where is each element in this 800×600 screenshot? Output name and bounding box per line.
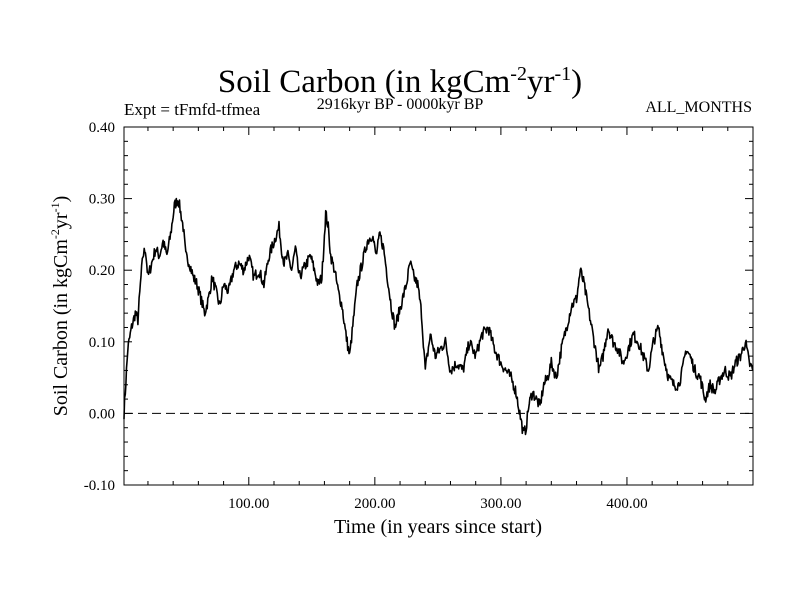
y-axis-label-unit: yr: [50, 212, 72, 229]
y-tick-label: 0.00: [89, 406, 115, 422]
y-tick-label: 0.40: [89, 120, 115, 136]
x-tick-label: 400.00: [606, 496, 647, 512]
y-tick-label: -0.10: [84, 478, 115, 494]
chart-title-close: ): [571, 64, 583, 100]
y-tick-label: 0.10: [89, 335, 115, 351]
axis-ticks: -0.10 0.00 0.10 0.20 0.30 0.40 100.00 200.00 300…: [84, 120, 753, 512]
x-tick-label: 200.00: [354, 496, 395, 512]
y-tick-label: 0.30: [89, 192, 115, 208]
y-axis-label: Soil Carbon (in kgCm-2yr-1): [48, 196, 72, 417]
chart-title-sup-2: -1: [554, 63, 572, 85]
plot-frame: [123, 126, 754, 486]
chart-title-unit: yr: [526, 64, 555, 100]
y-axis-label-text: Soil Carbon (in kgCm: [50, 239, 72, 417]
period-label: 2916kyr BP - 0000kyr BP: [316, 96, 484, 113]
series-line: [123, 197, 754, 436]
y-axis-label-sup-1: -2: [48, 229, 62, 239]
y-tick-label: 0.20: [89, 263, 115, 279]
series-layer: [123, 197, 754, 436]
experiment-label: Expt = tFmfd-tfmea: [124, 100, 261, 119]
chart-title-text: Soil Carbon (in kgCm: [217, 64, 511, 100]
x-axis-label: Time (in years since start): [334, 516, 542, 538]
months-label: ALL_MONTHS: [645, 99, 752, 116]
x-tick-label: 300.00: [480, 496, 521, 512]
x-tick-label: 100.00: [228, 496, 269, 512]
y-axis-label-sup-2: -1: [48, 202, 62, 212]
y-axis-label-close: ): [50, 196, 72, 203]
chart-title: Soil Carbon (in kgCm-2yr-1): [0, 54, 800, 102]
chart-title-sup-1: -2: [510, 63, 527, 85]
